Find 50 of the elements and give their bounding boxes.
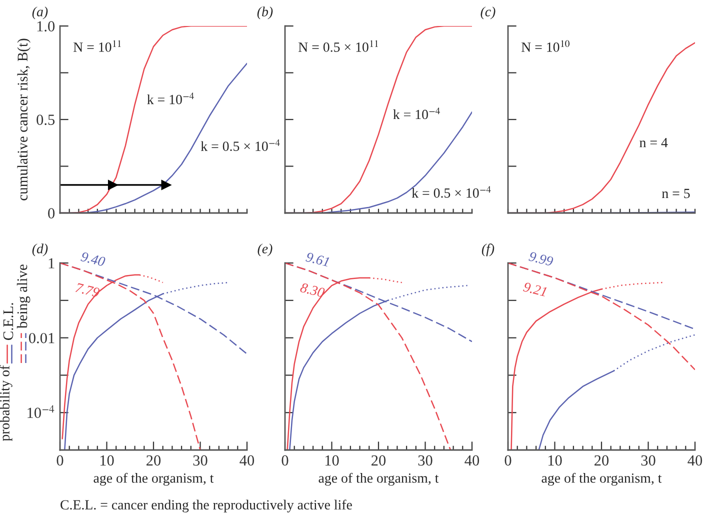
chart-title: (c) <box>480 6 496 20</box>
text: 7.79 <box>75 282 100 298</box>
text: 9.21 <box>522 282 547 297</box>
annotation: N = 0.5 × 10$^{11}$ <box>298 40 378 52</box>
y-tick-label: 10$^{−4}$ <box>28 405 54 418</box>
annotation: k = 10$^{−4}$ <box>393 108 440 120</box>
x-tick-label: 20 <box>594 455 609 466</box>
x-tick-label: 30 <box>193 455 208 466</box>
x-tick-label: 0 <box>282 455 288 466</box>
annotation: k = 0.5 × 10$^{−4}$ <box>412 186 491 198</box>
x-tick-label: 30 <box>418 455 432 466</box>
text: 9.40 <box>80 252 106 267</box>
x-tick-label: 0 <box>56 455 64 466</box>
x-tick-label: 10 <box>548 455 562 466</box>
y-tick-label: 0 <box>48 208 55 218</box>
x-tick-label: 40 <box>464 455 480 466</box>
chart-title: (f) <box>482 244 494 256</box>
text: 9.99 <box>528 252 554 266</box>
x-tick-label: 10 <box>100 455 114 466</box>
text: 8.30 <box>300 282 326 298</box>
x-tick-label: 20 <box>146 455 161 466</box>
y-tick-label: 0.5 <box>36 114 55 126</box>
x-tick-label: 0 <box>504 455 512 466</box>
annotation: n = 5 <box>662 188 690 198</box>
x-tick-label: 40 <box>688 455 702 466</box>
chart-title: (e) <box>258 244 272 256</box>
y-axis-title: cumulative cancer risk, B(t) <box>17 38 30 200</box>
chart-title: (d) <box>32 244 48 256</box>
annotation: N = 10$^{10}$ <box>521 40 570 52</box>
chart-title: (b) <box>257 6 273 20</box>
y-tick-label: 1.0 <box>37 21 55 32</box>
text: C.E.L. = cancer ending the reproductively active life <box>60 500 352 512</box>
x-axis-title: age of the organism, t <box>94 472 214 486</box>
x-tick-label: 10 <box>325 455 339 466</box>
x-axis-title: age of the organism, t <box>542 472 662 486</box>
text: being alive <box>16 264 30 328</box>
x-tick-label: 40 <box>240 455 254 466</box>
annotation: k = 10$^{−4}$ <box>147 92 194 104</box>
y-tick-label: 1 <box>48 258 54 268</box>
annotation: k = 0.5 × 10$^{−4}$ <box>200 139 280 152</box>
x-tick-label: 20 <box>372 455 386 466</box>
y-tick-label: 0.01 <box>28 332 54 344</box>
annotation: N = 10$^{11}$ <box>73 40 121 52</box>
text: C.E.L. <box>3 303 14 340</box>
text: 9.61 <box>305 252 330 267</box>
x-tick-label: 30 <box>641 455 656 466</box>
y-axis-title: probability of <box>0 365 12 442</box>
annotation: n = 4 <box>640 138 668 148</box>
chart-title: (a) <box>32 6 48 20</box>
x-axis-title: age of the organism, t <box>318 472 439 486</box>
